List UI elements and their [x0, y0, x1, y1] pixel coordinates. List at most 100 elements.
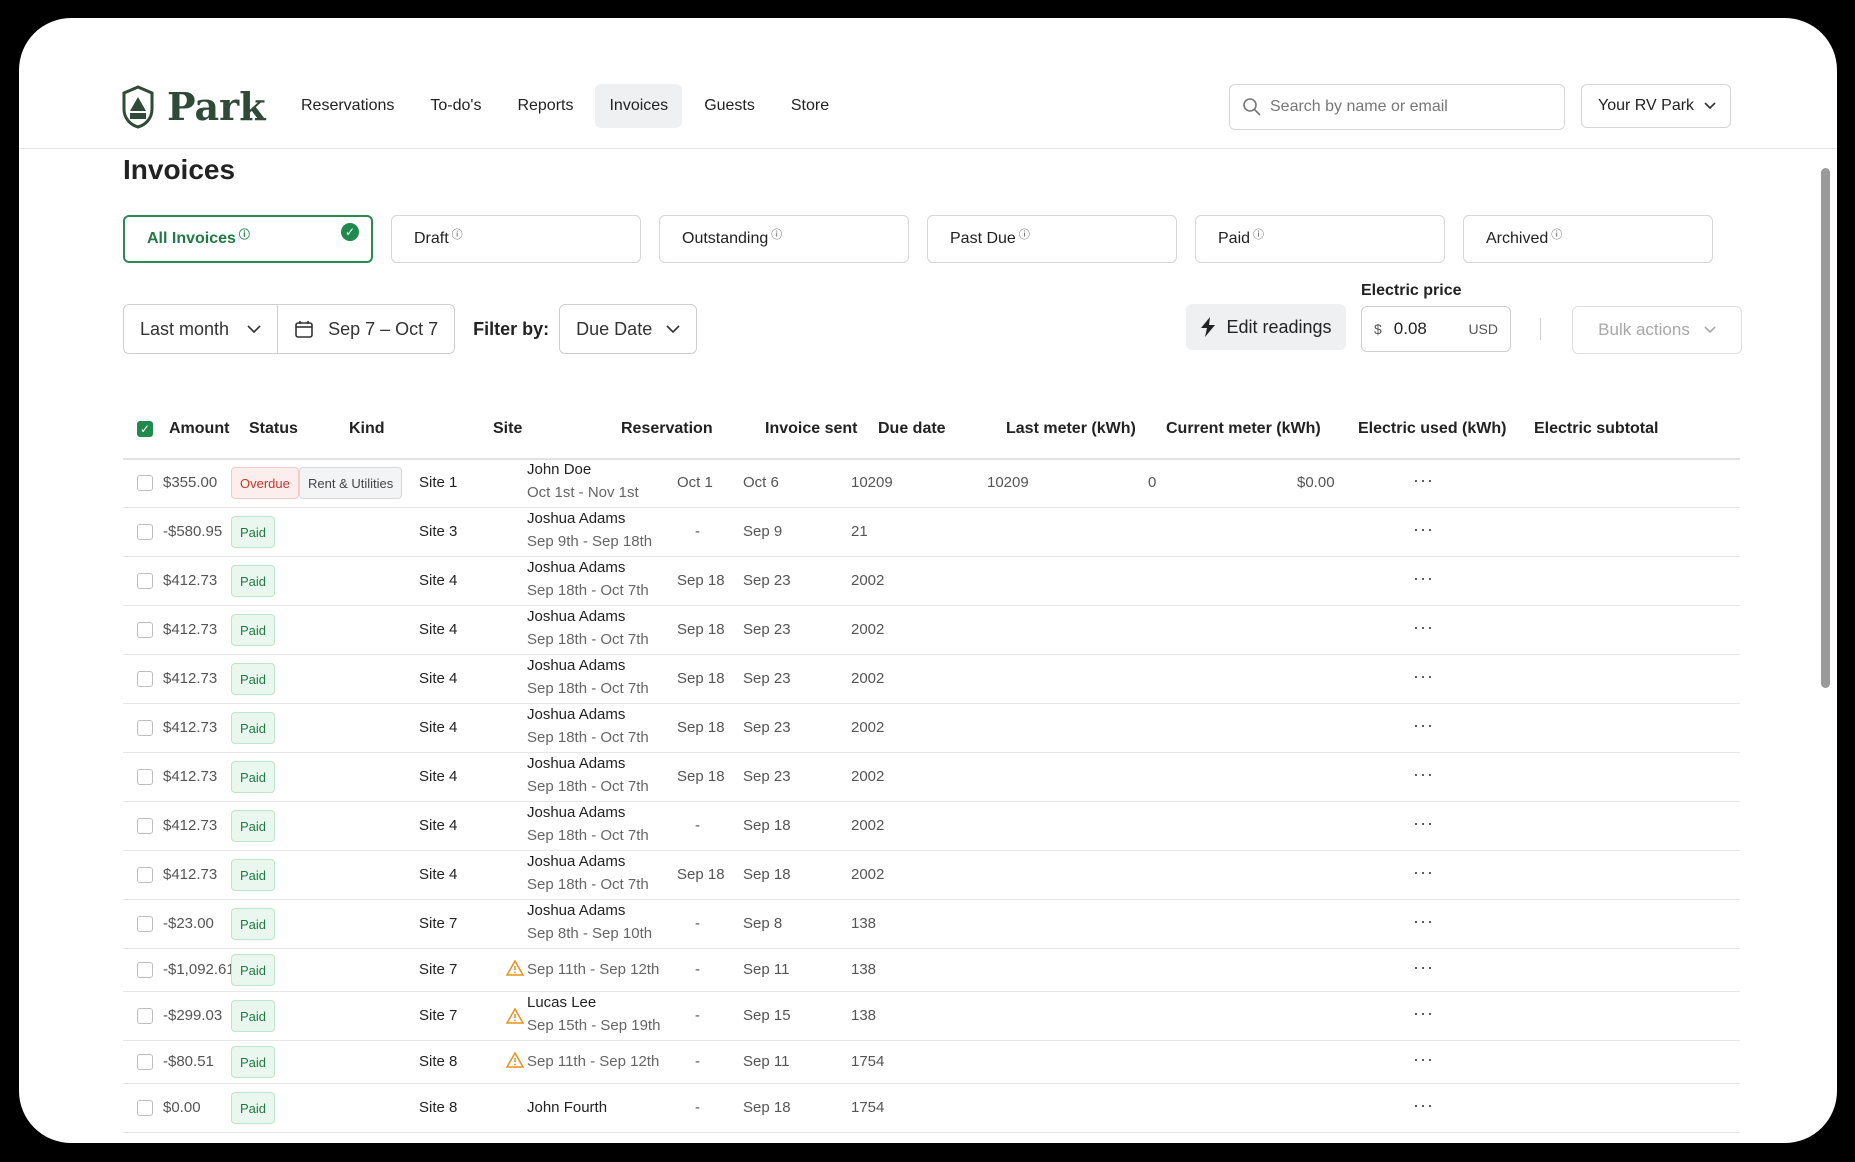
more-actions-icon[interactable]: ··· [1413, 763, 1434, 784]
more-actions-icon[interactable]: ··· [1413, 1094, 1434, 1115]
more-actions-icon[interactable]: ··· [1413, 518, 1434, 539]
col-kind[interactable]: Kind [349, 420, 385, 437]
tab-archived[interactable]: Archived ⓘ [1463, 215, 1713, 263]
table-row[interactable]: $412.73 Paid Site 4 Joshua Adams Sep 18th - … [123, 752, 1740, 802]
table-row[interactable]: $355.00 Overdue Rent & Utilities Site 1 John… [123, 458, 1740, 508]
table-row[interactable]: -$23.00 Paid Site 7 Joshua Adams Sep 8th - S… [123, 899, 1740, 949]
nav-reservations[interactable]: Reservations [301, 97, 395, 114]
more-actions-icon[interactable]: ··· [1413, 1048, 1434, 1069]
nav-invoices[interactable]: Invoices [595, 84, 683, 128]
more-actions-icon[interactable]: ··· [1413, 956, 1434, 977]
more-actions-icon[interactable]: ··· [1413, 567, 1434, 588]
nav-store[interactable]: Store [790, 97, 830, 114]
col-amount[interactable]: Amount [169, 420, 230, 437]
reservation-guest-name[interactable]: Joshua Adams [527, 559, 626, 576]
info-icon: ⓘ [238, 229, 250, 241]
col-invoice-sent[interactable]: Invoice sent [765, 420, 858, 437]
table-row[interactable]: $412.73 Paid Site 4 Joshua Adams Sep 18th - … [123, 605, 1740, 655]
reservation-guest-name[interactable]: Lucas Lee [527, 994, 597, 1011]
period-dropdown[interactable]: Last month [124, 305, 277, 353]
reservation-guest-name[interactable]: Joshua Adams [527, 510, 626, 527]
tab-past-due[interactable]: Past Due ⓘ [927, 215, 1177, 263]
row-checkbox[interactable] [137, 719, 153, 736]
vertical-scrollbar[interactable] [1821, 168, 1830, 688]
warning-icon[interactable] [506, 1007, 524, 1024]
reservation-guest-name[interactable]: Joshua Adams [527, 853, 626, 870]
tab-draft[interactable]: Draft ⓘ [391, 215, 641, 263]
row-checkbox[interactable] [137, 621, 153, 638]
row-checkbox[interactable] [137, 866, 153, 883]
row-checkbox[interactable] [137, 961, 153, 978]
table-row[interactable]: $412.73 Paid Site 4 Joshua Adams Sep 18th - … [123, 801, 1740, 851]
row-checkbox[interactable] [137, 915, 153, 932]
invoice-sent-cell: - [695, 816, 700, 834]
date-range-picker[interactable]: Sep 7 – Oct 7 [277, 305, 454, 353]
table-row[interactable]: -$80.51 Paid Site 8 Sep 11th - Sep 12th - Sep… [123, 1040, 1740, 1084]
row-checkbox[interactable] [137, 1007, 153, 1024]
brand-logo[interactable]: Park [121, 84, 266, 129]
reservation-guest-name[interactable]: Joshua Adams [527, 902, 626, 919]
col-electric-used[interactable]: Electric used (kWh) [1358, 420, 1507, 437]
search-input[interactable]: Search by name or email [1229, 84, 1565, 130]
table-row[interactable]: $0.00 Paid Site 8 John Fourth - Sep 18 1754 ··· [123, 1083, 1740, 1133]
nav-guests[interactable]: Guests [704, 97, 755, 114]
more-actions-icon[interactable]: ··· [1413, 1002, 1434, 1023]
more-actions-icon[interactable]: ··· [1413, 812, 1434, 833]
reservation-guest-name[interactable]: John Doe [527, 461, 592, 478]
more-actions-icon[interactable]: ··· [1413, 616, 1434, 637]
tab-paid[interactable]: Paid ⓘ [1195, 215, 1445, 263]
row-checkbox[interactable] [137, 1053, 153, 1070]
reservation-guest-name[interactable]: John Fourth [527, 1098, 608, 1116]
col-current-meter[interactable]: Current meter (kWh) [1166, 420, 1321, 437]
table-row[interactable]: -$299.03 Paid Site 7 Lucas Lee Sep 15th - Se… [123, 991, 1740, 1041]
table-row[interactable]: $412.73 Paid Site 4 Joshua Adams Sep 18th - … [123, 703, 1740, 753]
table-row[interactable]: $412.73 Paid Site 4 Joshua Adams Sep 18th - … [123, 850, 1740, 900]
row-checkbox[interactable] [137, 1099, 153, 1116]
col-reservation[interactable]: Reservation [621, 420, 713, 437]
more-actions-icon[interactable]: ··· [1413, 469, 1434, 490]
bulk-actions-label: Bulk actions [1598, 320, 1690, 339]
more-actions-icon[interactable]: ··· [1413, 910, 1434, 931]
col-status[interactable]: Status [249, 420, 298, 437]
warning-icon[interactable] [506, 1051, 524, 1068]
row-checkbox[interactable] [137, 768, 153, 785]
warning-icon[interactable] [506, 959, 524, 976]
row-checkbox[interactable] [137, 670, 153, 687]
table-row[interactable]: -$1,092.61 Paid Site 7 Sep 11th - Sep 12th -… [123, 948, 1740, 992]
table-row[interactable]: -$580.95 Paid Site 3 Joshua Adams Sep 9th - … [123, 507, 1740, 557]
row-checkbox[interactable] [137, 817, 153, 834]
row-checkbox[interactable] [137, 523, 153, 540]
row-checkbox[interactable] [137, 572, 153, 589]
table-row[interactable]: $412.73 Paid Site 4 Joshua Adams Sep 18th - … [123, 654, 1740, 704]
reservation-dates: Sep 18th - Oct 7th [527, 778, 649, 795]
nav-reports[interactable]: Reports [517, 97, 574, 114]
reservation-guest-name[interactable]: Joshua Adams [527, 608, 626, 625]
more-actions-icon[interactable]: ··· [1413, 714, 1434, 735]
reservation-guest-name[interactable]: Joshua Adams [527, 706, 626, 723]
tab-outstanding[interactable]: Outstanding ⓘ [659, 215, 909, 263]
select-all-checkbox[interactable]: ✓ [137, 421, 153, 437]
reservation-guest-name[interactable]: Joshua Adams [527, 657, 626, 674]
col-site[interactable]: Site [493, 420, 523, 437]
filter-by-dropdown[interactable]: Due Date [559, 304, 698, 354]
more-actions-icon[interactable]: ··· [1413, 861, 1434, 882]
park-selector-label: Your RV Park [1598, 97, 1695, 114]
table-row[interactable]: $412.73 Paid Site 4 Joshua Adams Sep 18th - … [123, 556, 1740, 606]
bulk-actions-dropdown[interactable]: Bulk actions [1572, 306, 1742, 354]
park-selector[interactable]: Your RV Park [1581, 84, 1731, 128]
electric-price-label: Electric price [1361, 282, 1462, 299]
electric-price-value: 0.08 [1393, 319, 1427, 338]
electric-price-input[interactable]: $ 0.08 USD [1361, 306, 1511, 352]
col-due-date[interactable]: Due date [878, 420, 946, 437]
tab-all-invoices[interactable]: All Invoices ⓘ ✓ [123, 215, 373, 263]
edit-readings-button[interactable]: Edit readings [1186, 304, 1346, 350]
col-last-meter[interactable]: Last meter (kWh) [1006, 420, 1136, 437]
reservation-guest-name[interactable]: Joshua Adams [527, 755, 626, 772]
col-electric-subtotal[interactable]: Electric subtotal [1534, 420, 1659, 437]
more-actions-icon[interactable]: ··· [1413, 665, 1434, 686]
reservation-cell: Joshua Adams Sep 18th - Oct 7th [527, 804, 649, 844]
status-badge: Paid [231, 760, 276, 793]
row-checkbox[interactable] [137, 474, 153, 491]
reservation-guest-name[interactable]: Joshua Adams [527, 804, 626, 821]
nav-todos[interactable]: To-do's [430, 97, 482, 114]
